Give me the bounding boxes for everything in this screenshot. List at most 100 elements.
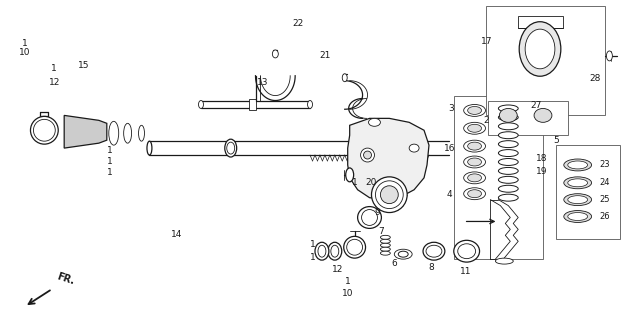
Text: 13: 13 [256,78,268,87]
Ellipse shape [568,212,587,220]
Ellipse shape [498,149,518,156]
Text: 20: 20 [366,178,377,187]
Ellipse shape [564,159,591,171]
Ellipse shape [498,185,518,192]
Text: 1: 1 [22,38,28,48]
Text: 11: 11 [460,267,472,276]
Ellipse shape [362,210,377,225]
Text: 17: 17 [481,36,492,45]
Ellipse shape [33,119,55,141]
Text: 9: 9 [374,208,381,217]
Text: 1: 1 [107,168,113,177]
Text: 18: 18 [536,154,548,163]
Ellipse shape [224,139,236,157]
Text: 28: 28 [590,74,601,83]
Ellipse shape [534,108,552,122]
Ellipse shape [199,100,204,108]
Text: 26: 26 [599,212,610,221]
Ellipse shape [376,181,403,209]
Ellipse shape [498,141,518,148]
Text: 1: 1 [345,277,350,286]
Ellipse shape [499,108,517,122]
Text: 16: 16 [444,144,456,153]
Bar [488,100,568,135]
Ellipse shape [464,105,485,116]
Ellipse shape [124,123,132,143]
Ellipse shape [464,122,485,134]
Ellipse shape [398,251,408,257]
Ellipse shape [394,249,412,259]
Ellipse shape [381,247,391,251]
Ellipse shape [564,211,591,222]
Ellipse shape [468,158,482,166]
Text: 7: 7 [379,227,384,236]
Bar [487,6,606,116]
Bar [518,16,563,28]
Ellipse shape [345,168,354,182]
Text: 1: 1 [107,157,113,166]
Ellipse shape [525,29,555,69]
Ellipse shape [381,235,391,239]
Ellipse shape [347,239,362,255]
Bar [454,96,543,259]
Ellipse shape [315,242,329,260]
Ellipse shape [328,242,342,260]
Bar [556,145,620,239]
Text: 21: 21 [319,52,330,60]
Text: 6: 6 [391,259,397,268]
Ellipse shape [381,251,391,255]
Ellipse shape [498,132,518,139]
Ellipse shape [342,74,347,82]
Polygon shape [64,116,107,148]
Ellipse shape [423,242,445,260]
Ellipse shape [568,161,587,169]
Text: 1: 1 [51,64,57,73]
Ellipse shape [498,158,518,165]
Ellipse shape [331,245,339,257]
Ellipse shape [568,179,587,187]
Ellipse shape [31,116,58,144]
Ellipse shape [318,245,326,257]
Text: 14: 14 [171,230,182,239]
Ellipse shape [468,190,482,198]
Text: 25: 25 [599,195,609,204]
Ellipse shape [272,50,278,58]
Text: 2: 2 [483,116,489,125]
Ellipse shape [227,142,234,154]
Text: 5: 5 [553,136,559,145]
Ellipse shape [409,144,419,152]
Ellipse shape [458,244,476,259]
Ellipse shape [361,148,374,162]
Ellipse shape [468,124,482,132]
Text: 1: 1 [107,146,113,155]
Ellipse shape [498,167,518,174]
Bar [248,99,256,110]
Ellipse shape [468,142,482,150]
Ellipse shape [464,172,485,184]
Text: 12: 12 [332,265,344,274]
Text: 4: 4 [447,190,453,199]
Text: 24: 24 [599,178,609,187]
Text: FR.: FR. [55,272,75,287]
Ellipse shape [495,258,514,264]
Ellipse shape [381,186,398,204]
Ellipse shape [426,245,442,257]
Text: 23: 23 [599,160,610,170]
Ellipse shape [344,236,366,258]
Ellipse shape [568,196,587,204]
Ellipse shape [369,118,381,126]
Text: 1: 1 [310,240,316,249]
Text: 22: 22 [293,19,303,28]
Text: 12: 12 [48,78,60,87]
Ellipse shape [357,207,381,228]
Ellipse shape [139,125,144,141]
Ellipse shape [564,177,591,189]
Text: 27: 27 [530,101,542,110]
Text: 10: 10 [19,48,30,57]
Text: 1: 1 [310,253,316,262]
Ellipse shape [498,114,518,121]
Ellipse shape [381,239,391,243]
Ellipse shape [371,177,407,212]
Ellipse shape [564,194,591,206]
Ellipse shape [381,243,391,247]
